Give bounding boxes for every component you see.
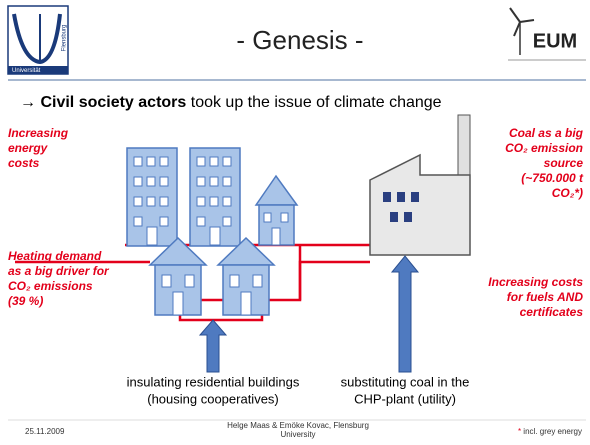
caption: (housing cooperatives): [147, 391, 279, 406]
footer-authors: University: [280, 430, 315, 439]
annotation: certificates: [520, 305, 584, 319]
note: incl. grey energy: [521, 427, 582, 436]
footer-note: * incl. grey energy: [518, 427, 582, 436]
headline: → Civil society actors took up the issue…: [20, 94, 442, 111]
annotation: CO₂ emission: [505, 141, 583, 155]
arrows: [198, 255, 420, 373]
annotation: Coal as a big: [509, 126, 584, 140]
annotation: for fuels AND: [507, 290, 584, 304]
logo-text: EUM: [533, 30, 577, 52]
annotation: CO₂ emissions: [8, 279, 93, 293]
caption: insulating residential buildings: [127, 374, 300, 389]
logo-text: Universität: [12, 68, 41, 74]
footer-authors: Helge Maas & Emöke Kovac, Flensburg: [227, 421, 369, 430]
slide-title: - Genesis -: [236, 25, 363, 55]
annotation: (~750.000 t: [521, 171, 584, 185]
annotation: Increasing costs: [488, 275, 583, 289]
caption: CHP-plant (utility): [354, 391, 456, 406]
windows: [133, 156, 289, 316]
annotation: as a big driver for: [8, 264, 110, 278]
caption: substituting coal in the: [341, 374, 470, 389]
annotation: energy: [8, 141, 49, 155]
star: *: [518, 427, 521, 436]
annotation: (39 %): [8, 294, 43, 308]
headline-bold: Civil society actors: [40, 94, 186, 111]
annotation: costs: [8, 156, 40, 170]
arrow: →: [20, 94, 40, 111]
annotation: Heating demand: [8, 249, 102, 263]
factory: [369, 114, 471, 256]
logo-text: Flensburg: [62, 25, 68, 52]
annotation: CO₂*): [552, 186, 583, 200]
annotation: source: [544, 156, 584, 170]
headline-text: took up the issue of climate change: [186, 94, 441, 111]
logo-right: EUM: [508, 7, 586, 61]
annotation: Increasing: [8, 126, 69, 140]
logo-left: Universität Flensburg: [7, 5, 69, 75]
footer-date: 25.11.2009: [25, 427, 65, 436]
